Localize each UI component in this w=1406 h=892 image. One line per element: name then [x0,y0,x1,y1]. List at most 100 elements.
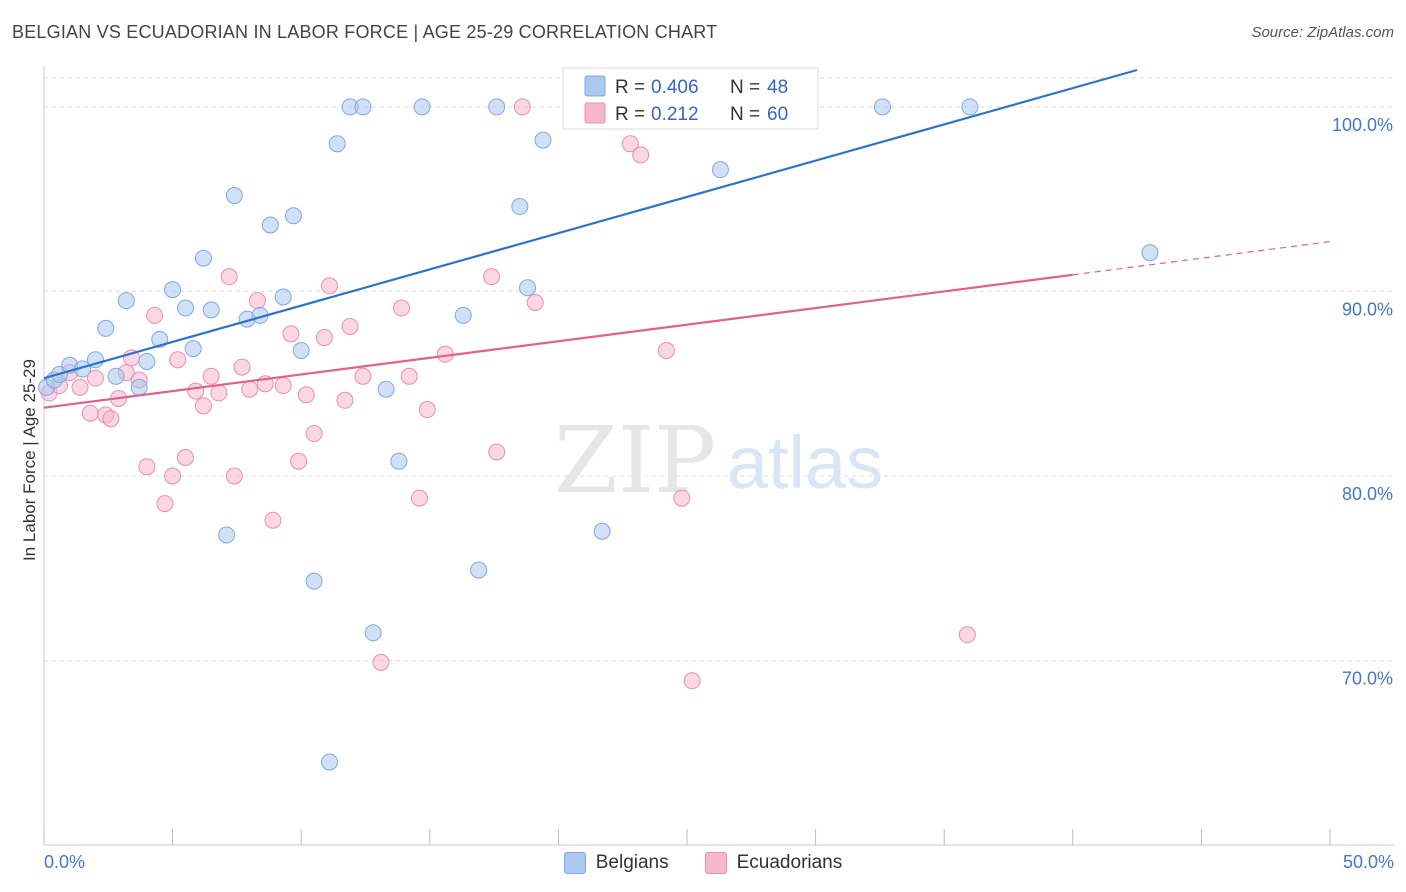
y-tick-label: 100.0% [1332,115,1393,135]
belgian-points [38,98,1159,771]
stat-r-value-belgian: 0.406 [651,77,699,98]
belgian-point [488,98,506,116]
belgian-point [711,161,729,179]
stat-r-label-belgian: R = [615,77,645,98]
ecuadorian-point [282,325,300,343]
belgian-point [1141,244,1159,262]
stat-n-value-belgian: 48 [767,77,788,98]
ecuadorian-point [220,268,238,286]
belgian-point [390,452,408,470]
ecuadorian-point [657,341,675,359]
ecuadorian-legend-swatch [584,102,606,124]
belgian-point [470,561,488,579]
belgian-point [593,522,611,540]
legend-item-ecuadorians: Ecuadorians [704,852,843,874]
ecuadorian-point [393,299,411,317]
ecuadorian-point [86,369,104,387]
belgian-point [354,98,372,116]
y-tick-labels: 70.0% 80.0% 90.0% 100.0% [1332,115,1393,689]
legend-item-belgians: Belgians [563,852,669,874]
ecuadorian-point [138,458,156,476]
ecuadorians-swatch [704,852,727,874]
ecuadorian-point [274,377,292,395]
stat-r-value-ecuadorian: 0.212 [651,104,699,125]
axes [43,66,1394,846]
y-tick-label: 80.0% [1342,484,1393,504]
belgian-point [284,207,302,225]
ecuadorian-point [683,672,701,690]
ecuadorian-trend-extension [1072,241,1331,276]
belgian-point [961,98,979,116]
belgian-point [184,340,202,358]
belgian-point [130,378,148,396]
belgian-point [873,98,891,116]
belgian-point [413,98,431,116]
ecuadorian-point [71,378,89,396]
source-attribution: Source: ZipAtlas.com [1251,24,1394,41]
watermark-zip: ZIP [554,407,716,514]
ecuadorian-point [320,277,338,295]
ecuadorian-point [632,146,650,164]
stat-n-label-belgian: N = [730,77,760,98]
ecuadorian-point [315,329,333,347]
stat-n-value-ecuadorian: 60 [767,104,788,125]
ecuadorian-point [488,443,506,461]
ecuadorian-point [290,452,308,470]
belgian-point [138,353,156,371]
belgian-point [305,572,323,590]
ecuadorian-point [336,391,354,409]
belgian-point [225,186,243,204]
ecuadorian-point [305,425,323,443]
ecuadorian-point [169,351,187,369]
belgian-point [274,288,292,306]
belgian-point [164,281,182,299]
stats-legend: R = 0.406 N = 48 R = 0.212 N = 60 [562,67,819,130]
ecuadorian-point [418,401,436,419]
ecuadorian-point [225,467,243,485]
ecuadorian-point [400,367,418,385]
ecuadorian-point [194,397,212,415]
stat-n-label-ecuadorian: N = [730,104,760,125]
ecuadorian-point [958,626,976,644]
ecuadorian-point [241,380,259,398]
ecuadorian-point [202,367,220,385]
series-legend: Belgians Ecuadorians [0,852,1406,874]
belgian-point [320,753,338,771]
ecuadorian-point [372,653,390,671]
belgian-point [97,319,115,337]
watermark-atlas: atlas [727,421,883,504]
ecuadorian-point [102,410,120,428]
stat-r-label-ecuadorian: R = [615,104,645,125]
belgian-point [328,135,346,153]
trend-lines [43,68,1331,409]
ecuadorian-point [233,358,251,376]
ecuadorian-point [248,292,266,310]
belgian-point [117,292,135,310]
belgian-point [218,526,236,544]
y-tick-label: 70.0% [1342,668,1393,688]
ecuadorian-point [176,449,194,466]
ecuadorian-point [411,489,429,507]
belgian-point [534,131,552,149]
x-tick-label-min: 0.0% [44,852,86,872]
belgian-point [292,341,310,359]
ecuadorian-point [264,511,282,529]
belgian-point [364,624,382,642]
x-tick-label-max: 50.0% [1342,852,1394,872]
ecuadorian-point [621,135,639,153]
belgian-point [454,306,472,324]
belgian-point [176,299,194,317]
belgian-legend-swatch [584,75,606,97]
ecuadorian-points [40,98,976,690]
legend-label-ecuadorians: Ecuadorians [736,852,843,873]
belgian-point [511,198,529,216]
ecuadorian-point [526,294,544,311]
belgian-point [377,380,395,398]
ecuadorian-point [156,495,174,513]
belgians-swatch [563,852,586,874]
ecuadorian-point [297,386,315,404]
ecuadorian-point [210,384,228,402]
ecuadorian-point [146,306,164,324]
ecuadorian-point [81,404,99,422]
